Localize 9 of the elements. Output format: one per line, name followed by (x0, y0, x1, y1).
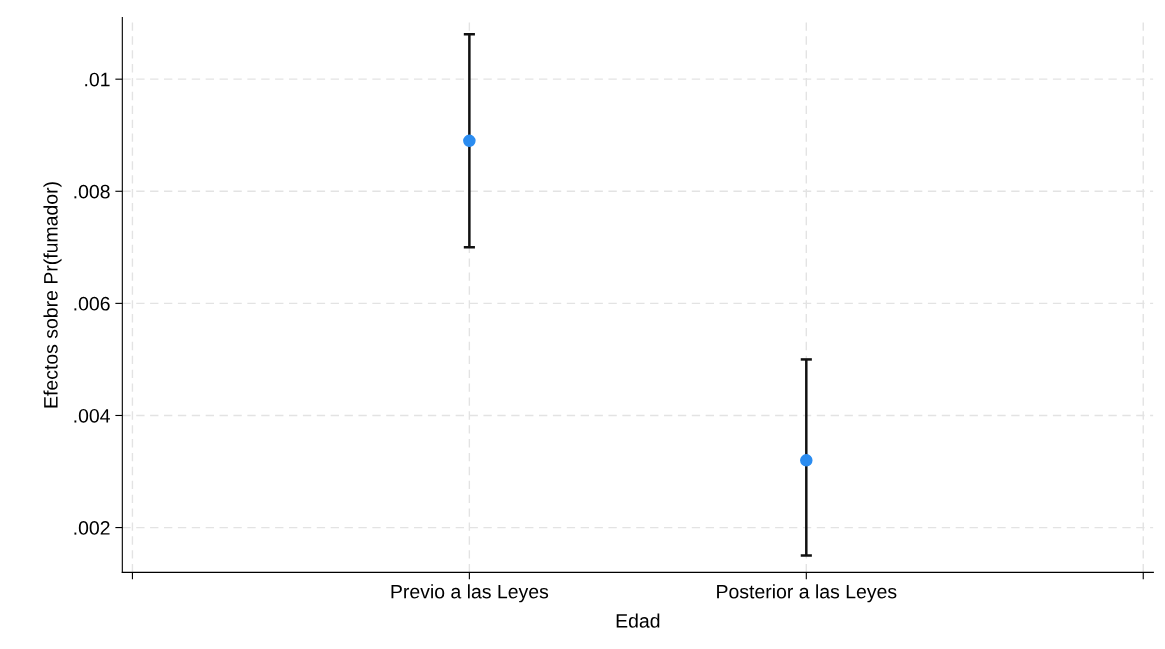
x-tick-label: Previo a las Leyes (391, 584, 549, 603)
x-axis-title: Edad (616, 613, 660, 628)
y-tick-label: .004 (74, 408, 110, 423)
y-tick-label: .008 (74, 184, 110, 199)
y-tick-label: .002 (74, 521, 110, 535)
x-tick-label: Posterior a las Leyes (717, 584, 897, 603)
y-axis-title: Efectos sobre Pr(fumador) (43, 182, 62, 408)
y-tick-label: .006 (74, 296, 110, 311)
y-tick-label: .01 (85, 72, 110, 87)
